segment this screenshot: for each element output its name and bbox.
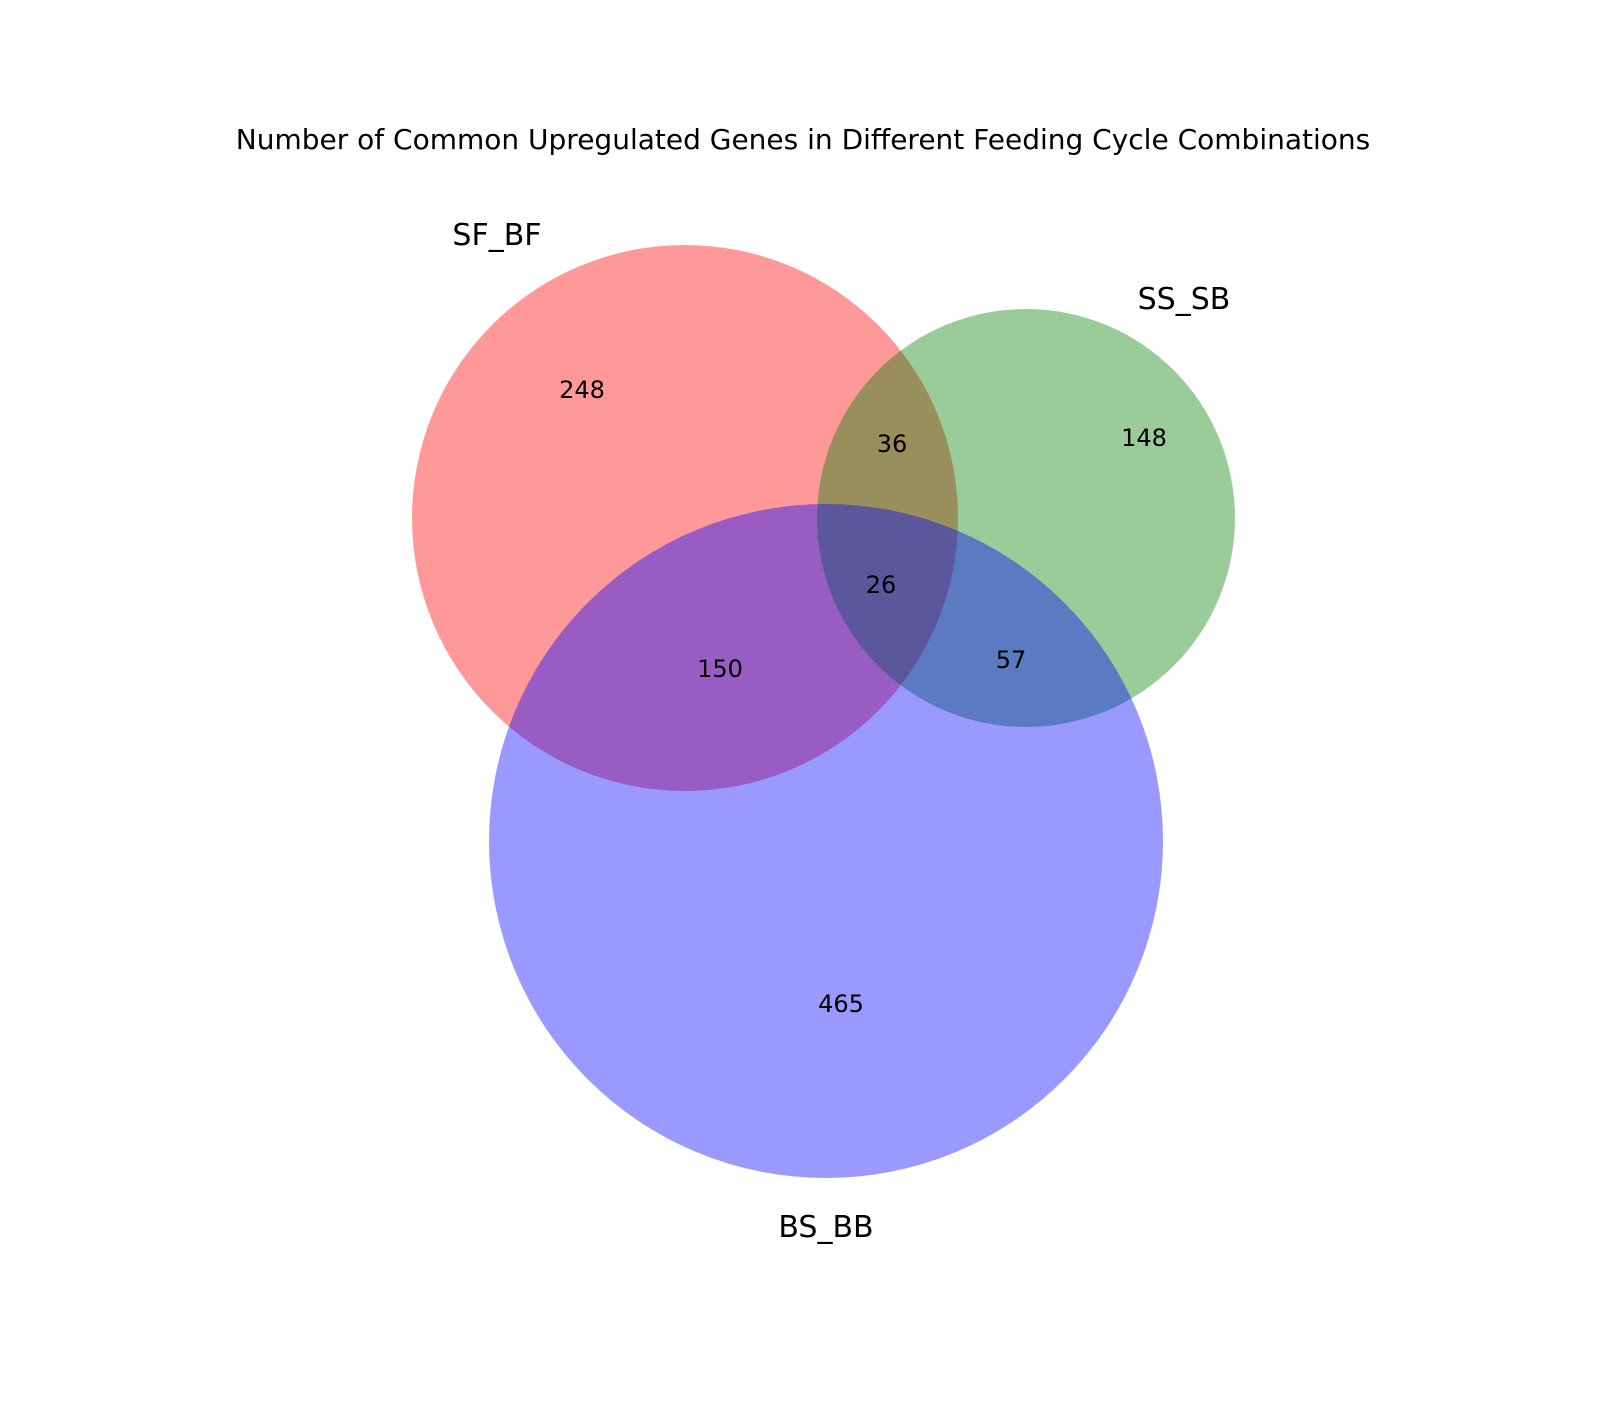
circle-sf-bf	[412, 245, 958, 791]
set-label-ss-sb: SS_SB	[1138, 282, 1231, 317]
set-label-sf-bf: SF_BF	[452, 218, 541, 253]
circle-ss-sb	[817, 309, 1235, 727]
region-ss-bs: 57	[996, 646, 1027, 674]
region-ss-only: 148	[1121, 424, 1167, 452]
region-sf-bs: 150	[697, 655, 743, 683]
region-sf-only: 248	[559, 376, 605, 404]
region-sf-ss: 36	[877, 430, 908, 458]
set-label-bs-bb: BS_BB	[778, 1210, 873, 1245]
chart-title: Number of Common Upregulated Genes in Di…	[236, 123, 1370, 156]
region-bs-only: 465	[818, 990, 864, 1018]
region-sf-ss-bs: 26	[866, 571, 897, 599]
circle-bs-bb	[489, 504, 1163, 1178]
venn-circles	[412, 245, 1235, 1178]
